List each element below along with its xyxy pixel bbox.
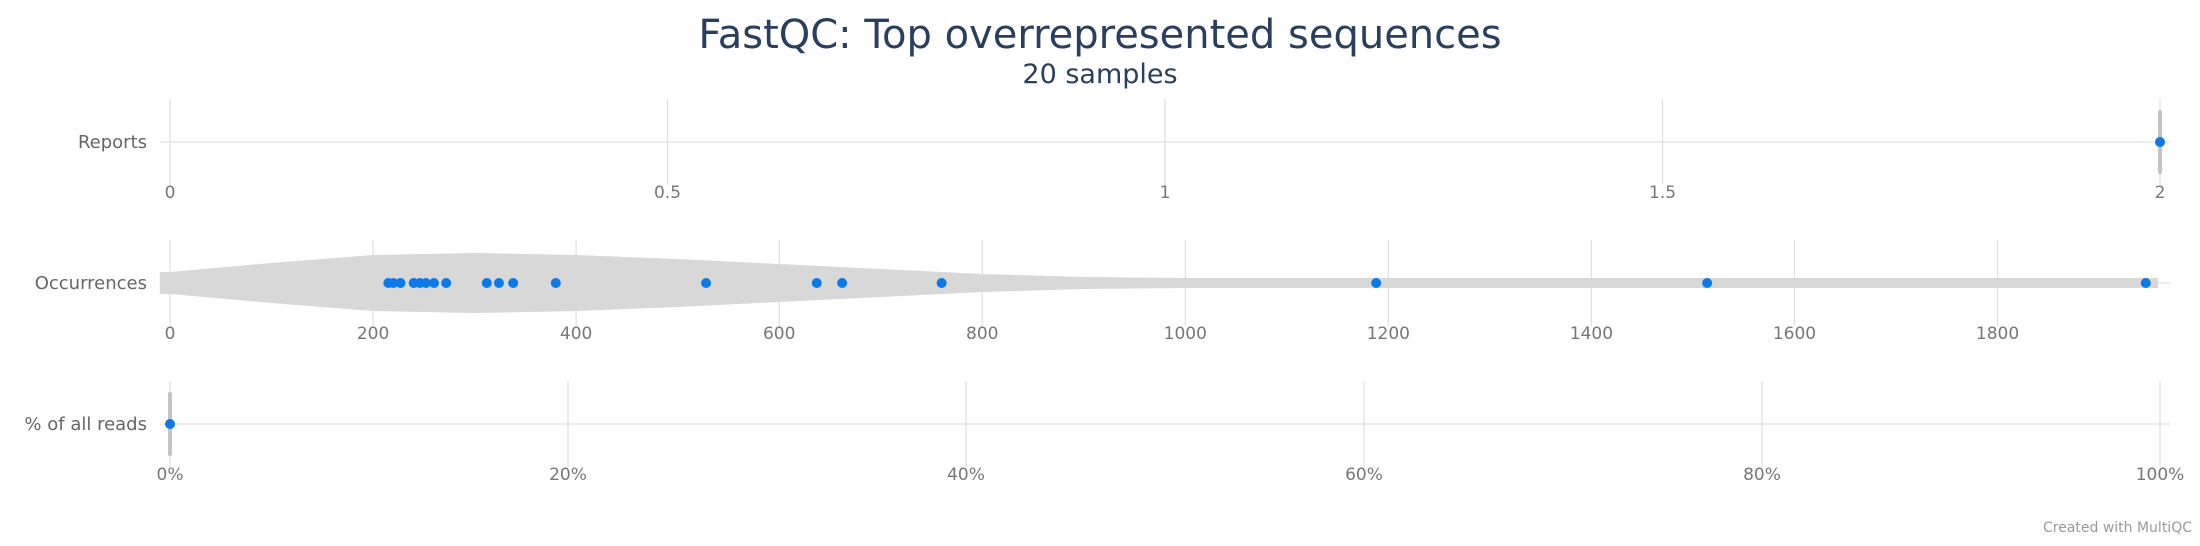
chart-rows: 0 0.5 1 1.5 2 Reports 0 200 400 600 800 1000 1200 140… — [24, 99, 2184, 485]
tick-label: 1400 — [1570, 324, 1613, 344]
data-point — [428, 278, 439, 288]
tick-label: 200 — [357, 324, 389, 344]
data-point — [811, 278, 822, 288]
data-point — [2140, 278, 2151, 288]
row-label: % of all reads — [24, 414, 147, 435]
chart-row-of-all-reads: 0% 20% 40% 60% 80% 100% % of all reads — [24, 381, 2184, 485]
chart-subtitle: 20 samples — [1022, 59, 1177, 90]
violin-shape — [159, 253, 2158, 313]
data-point — [1371, 278, 1382, 288]
tick-label: 0% — [157, 465, 184, 485]
chart-row-reports: 0 0.5 1 1.5 2 Reports — [78, 99, 2170, 203]
tick-label: 2 — [2155, 183, 2166, 203]
data-point — [1702, 278, 1713, 288]
tick-label: 40% — [947, 465, 985, 485]
tick-label: 0 — [165, 324, 176, 344]
tick-label: 60% — [1345, 465, 1383, 485]
tick-label: 1600 — [1773, 324, 1816, 344]
tick-label: 0.5 — [654, 183, 681, 203]
data-point — [441, 278, 452, 288]
chart-title: FastQC: Top overrepresented sequences — [698, 12, 1501, 58]
data-point — [395, 278, 406, 288]
credit-text: Created with MultiQC — [2043, 520, 2192, 536]
tick-label: 1200 — [1367, 324, 1410, 344]
data-point — [701, 278, 712, 288]
tick-label: 1800 — [1976, 324, 2019, 344]
data-point — [2155, 137, 2165, 147]
tick-label: 800 — [966, 324, 998, 344]
row-label: Reports — [78, 132, 147, 153]
chart-row-occurrences: 0 200 400 600 800 1000 1200 1400 1600 1800 Occurre… — [35, 240, 2170, 344]
tick-label: 80% — [1743, 465, 1781, 485]
data-point — [420, 278, 431, 288]
data-point — [550, 278, 561, 288]
tick-label: 1000 — [1164, 324, 1207, 344]
tick-label: 1.5 — [1649, 183, 1676, 203]
tick-label: 0 — [165, 183, 176, 203]
row-label: Occurrences — [35, 273, 147, 294]
data-point — [481, 278, 492, 288]
tick-label: 1 — [1160, 183, 1171, 203]
tick-label: 20% — [549, 465, 587, 485]
tick-label: 600 — [763, 324, 795, 344]
data-point — [837, 278, 848, 288]
data-point — [388, 278, 399, 288]
data-point — [165, 419, 175, 429]
tick-label: 100% — [2136, 465, 2185, 485]
data-point — [508, 278, 519, 288]
tick-label: 400 — [560, 324, 592, 344]
data-point — [936, 278, 947, 288]
data-point — [493, 278, 504, 288]
